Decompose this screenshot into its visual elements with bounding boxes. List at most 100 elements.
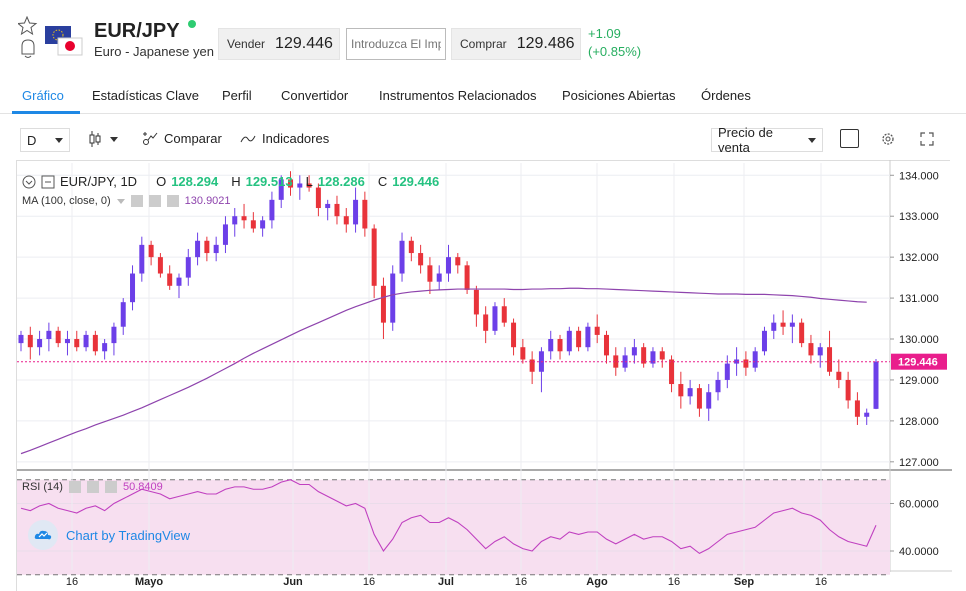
candle-body [501,306,507,323]
candle-body [334,203,340,217]
ma-line [20,287,867,455]
time-tick-label: 16 [668,576,680,588]
tab-key-stats[interactable]: Estadísticas Clave [92,88,199,103]
tradingview-badge[interactable]: Chart by TradingView [28,519,190,551]
settings-icon[interactable] [86,481,99,493]
ma-legend: MA (100, close, 0) 130.9021 [22,195,231,207]
candle-body [669,359,675,385]
price-tick-label: 130.000 [899,334,939,346]
sell-label: Vender [227,37,266,51]
time-tick-label: Mayo [135,576,163,588]
candle-body [631,347,637,356]
candle-body [603,334,609,356]
candle-body [139,244,145,274]
indicators-label: Indicadores [262,131,330,146]
candle-body [195,240,201,258]
time-tick-label: Sep [734,576,754,588]
candle-body [455,257,461,266]
candle-body [529,359,535,372]
interval-value: D [27,132,37,148]
candle-body [55,330,61,344]
low-value: 128.286 [317,174,365,189]
amount-input[interactable] [346,28,446,60]
price-tick-label: 127.000 [899,457,939,469]
high-label: H [231,174,241,189]
remove-icon[interactable] [104,481,117,493]
sell-price: 129.446 [275,35,333,52]
candle-body [288,179,294,188]
chart-area[interactable] [16,160,950,591]
high-value: 129.513 [245,174,293,189]
candle-body [678,384,684,397]
candle-body [83,334,89,348]
settings-gear-icon[interactable] [880,131,896,147]
price-type-value: Precio de venta [718,125,773,155]
remove-icon[interactable] [166,195,179,207]
price-tick-label: 132.000 [899,252,939,264]
interval-select[interactable]: D [20,128,70,152]
last-price-tag [891,353,947,370]
candle-body [92,334,98,352]
price-tick-label: 128.000 [899,416,939,428]
open-label: O [156,174,167,189]
candle-body [724,363,730,380]
time-tick-label: 16 [815,576,827,588]
chart-type-select[interactable] [88,130,118,148]
rsi-legend: RSI (14) 50.8409 [22,481,163,493]
candle-body [269,199,275,221]
tab-chart[interactable]: Gráfico [22,88,64,103]
candle-body [594,326,600,335]
indicators-button[interactable]: Indicadores [240,131,329,146]
indicators-icon [240,135,256,142]
candle-body [548,339,554,352]
tradingview-cloud-icon [28,520,58,550]
candle-body [557,339,563,352]
eye-icon[interactable] [68,481,81,493]
candle-body [771,322,777,331]
time-tick-label: 16 [515,576,527,588]
candle-body [353,199,359,225]
candle-body [743,359,749,368]
candle-body [836,371,842,380]
screenshot-checkbox[interactable] [840,129,859,148]
candle-body [27,334,33,348]
tab-open-positions[interactable]: Posiciones Abiertas [562,88,676,103]
candle-body [278,179,284,200]
ma-label: MA (100, close, 0) [22,195,111,207]
candle-body [576,330,582,348]
time-tick-label: 16 [66,576,78,588]
settings-icon[interactable] [148,195,161,207]
candle-body [845,379,851,401]
close-label: C [377,174,388,189]
tab-related-instruments[interactable]: Instrumentos Relacionados [379,88,537,103]
candle-body [148,244,154,258]
minimize-icon[interactable] [41,175,55,189]
candle-body [734,359,740,364]
market-open-indicator [188,20,196,28]
candle-body [799,322,805,344]
price-type-select[interactable]: Precio de venta [711,125,823,155]
eye-icon[interactable] [130,195,143,207]
tab-converter[interactable]: Convertidor [281,88,349,103]
favorite-star-icon [18,16,38,36]
price-tick-label: 131.000 [899,293,939,305]
collapse-icon[interactable] [22,175,36,189]
candle-body [650,351,656,364]
close-value: 129.446 [392,174,440,189]
tab-profile[interactable]: Perfil [222,88,252,103]
sell-button[interactable]: Vender 129.446 [218,28,340,60]
candle-body [167,273,173,286]
chevron-down-icon[interactable] [116,198,125,204]
compare-button[interactable]: Comparar [142,131,222,146]
rsi-value: 50.8409 [122,481,163,493]
tab-orders[interactable]: Órdenes [701,88,751,103]
rsi-line [20,479,877,555]
fullscreen-icon[interactable] [920,132,934,146]
candle-body [864,412,870,417]
buy-button[interactable]: Comprar 129.486 [451,28,581,60]
ma-value: 130.9021 [184,195,231,207]
candle-body [37,339,43,348]
candle-body [306,183,312,188]
candle-body [436,273,442,282]
